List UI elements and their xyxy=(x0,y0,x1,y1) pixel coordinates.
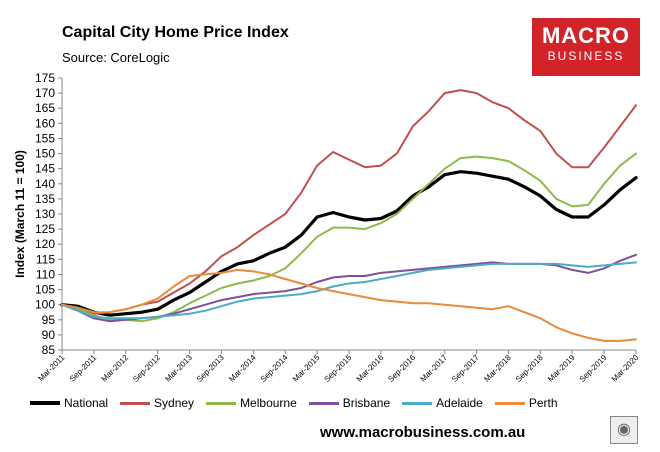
y-tick-label: 120 xyxy=(35,237,55,251)
legend-label: Sydney xyxy=(154,396,195,410)
y-tick-label: 135 xyxy=(35,192,55,206)
y-tick-label: 105 xyxy=(35,283,55,297)
y-tick-label: 85 xyxy=(42,343,56,357)
legend-swatch xyxy=(206,401,237,405)
chart-title: Capital City Home Price Index xyxy=(62,24,289,41)
y-tick-label: 160 xyxy=(35,116,55,130)
x-tick-label: Sep-2018 xyxy=(514,353,545,384)
series-line-perth xyxy=(61,268,637,342)
chart-subtitle: Source: CoreLogic xyxy=(62,50,170,65)
legend-swatch xyxy=(494,401,525,405)
y-tick-label: 110 xyxy=(36,267,55,281)
y-tick-label: 145 xyxy=(35,162,55,176)
y-tick-label: 95 xyxy=(42,313,56,327)
x-tick-label: Mar-2020 xyxy=(610,353,641,384)
x-tick-label: Mar-2016 xyxy=(355,353,386,384)
y-tick-label: 175 xyxy=(35,71,55,85)
legend-label: Melbourne xyxy=(240,396,297,410)
x-tick-label: Sep-2011 xyxy=(68,353,99,384)
x-tick-label: Mar-2012 xyxy=(100,353,131,384)
series-line-national xyxy=(60,170,638,317)
y-tick-label: 115 xyxy=(36,252,55,266)
x-tick-label: Mar-2017 xyxy=(418,353,449,384)
legend-swatch xyxy=(30,401,60,405)
legend-item-adelaide: Adelaide xyxy=(402,395,483,411)
footer-url: www.macrobusiness.com.au xyxy=(320,424,526,441)
x-tick-label: Mar-2018 xyxy=(482,353,513,384)
y-tick-label: 165 xyxy=(35,101,55,115)
y-axis-label: Index (March 11 = 100) xyxy=(13,150,27,278)
x-tick-label: Mar-2014 xyxy=(227,353,258,384)
series-line-sydney xyxy=(61,89,637,315)
logo-line-business: BUSINESS xyxy=(547,49,625,63)
x-tick-label: Mar-2011 xyxy=(36,353,67,384)
y-tick-label: 125 xyxy=(35,222,55,236)
logo-line-macro: MACRO xyxy=(541,23,631,48)
x-tick-label: Sep-2013 xyxy=(195,353,226,384)
x-tick-label: Sep-2019 xyxy=(578,353,609,384)
legend-label: National xyxy=(64,396,109,410)
y-tick-label: 130 xyxy=(35,207,55,221)
x-tick-label: Mar-2013 xyxy=(163,353,194,384)
y-tick-label: 170 xyxy=(35,86,55,100)
y-tick-label: 150 xyxy=(35,147,55,161)
legend-swatch xyxy=(120,401,151,405)
legend-item-sydney: Sydney xyxy=(120,395,194,411)
y-tick-label: 140 xyxy=(35,177,55,191)
y-tick-label: 100 xyxy=(35,298,55,312)
legend-item-perth: Perth xyxy=(494,395,558,411)
series-line-adelaide xyxy=(61,261,637,320)
series-line-melbourne xyxy=(61,152,637,323)
fox-icon: ◉ xyxy=(610,416,638,444)
x-tick-label: Mar-2019 xyxy=(546,353,577,384)
y-tick-label: 155 xyxy=(35,131,55,145)
legend-item-national: National xyxy=(30,395,108,411)
macrobusiness-logo: MACRO BUSINESS xyxy=(532,18,640,76)
x-tick-label: Sep-2017 xyxy=(450,353,481,384)
legend-label: Adelaide xyxy=(436,396,483,410)
y-tick-label: 90 xyxy=(42,328,56,342)
legend-swatch xyxy=(308,401,339,405)
chart-legend: National Sydney Melbourne Brisbane Adelaide P… xyxy=(30,395,650,411)
legend-label: Brisbane xyxy=(342,396,391,410)
legend-item-melbourne: Melbourne xyxy=(206,395,297,411)
x-tick-label: Sep-2016 xyxy=(386,353,417,384)
legend-label: Perth xyxy=(528,396,558,410)
x-tick-label: Mar-2015 xyxy=(291,353,322,384)
x-tick-label: Sep-2012 xyxy=(131,353,162,384)
legend-swatch xyxy=(402,401,433,405)
x-tick-label: Sep-2014 xyxy=(259,353,290,384)
x-tick-label: Sep-2015 xyxy=(323,353,354,384)
legend-item-brisbane: Brisbane xyxy=(308,395,391,411)
